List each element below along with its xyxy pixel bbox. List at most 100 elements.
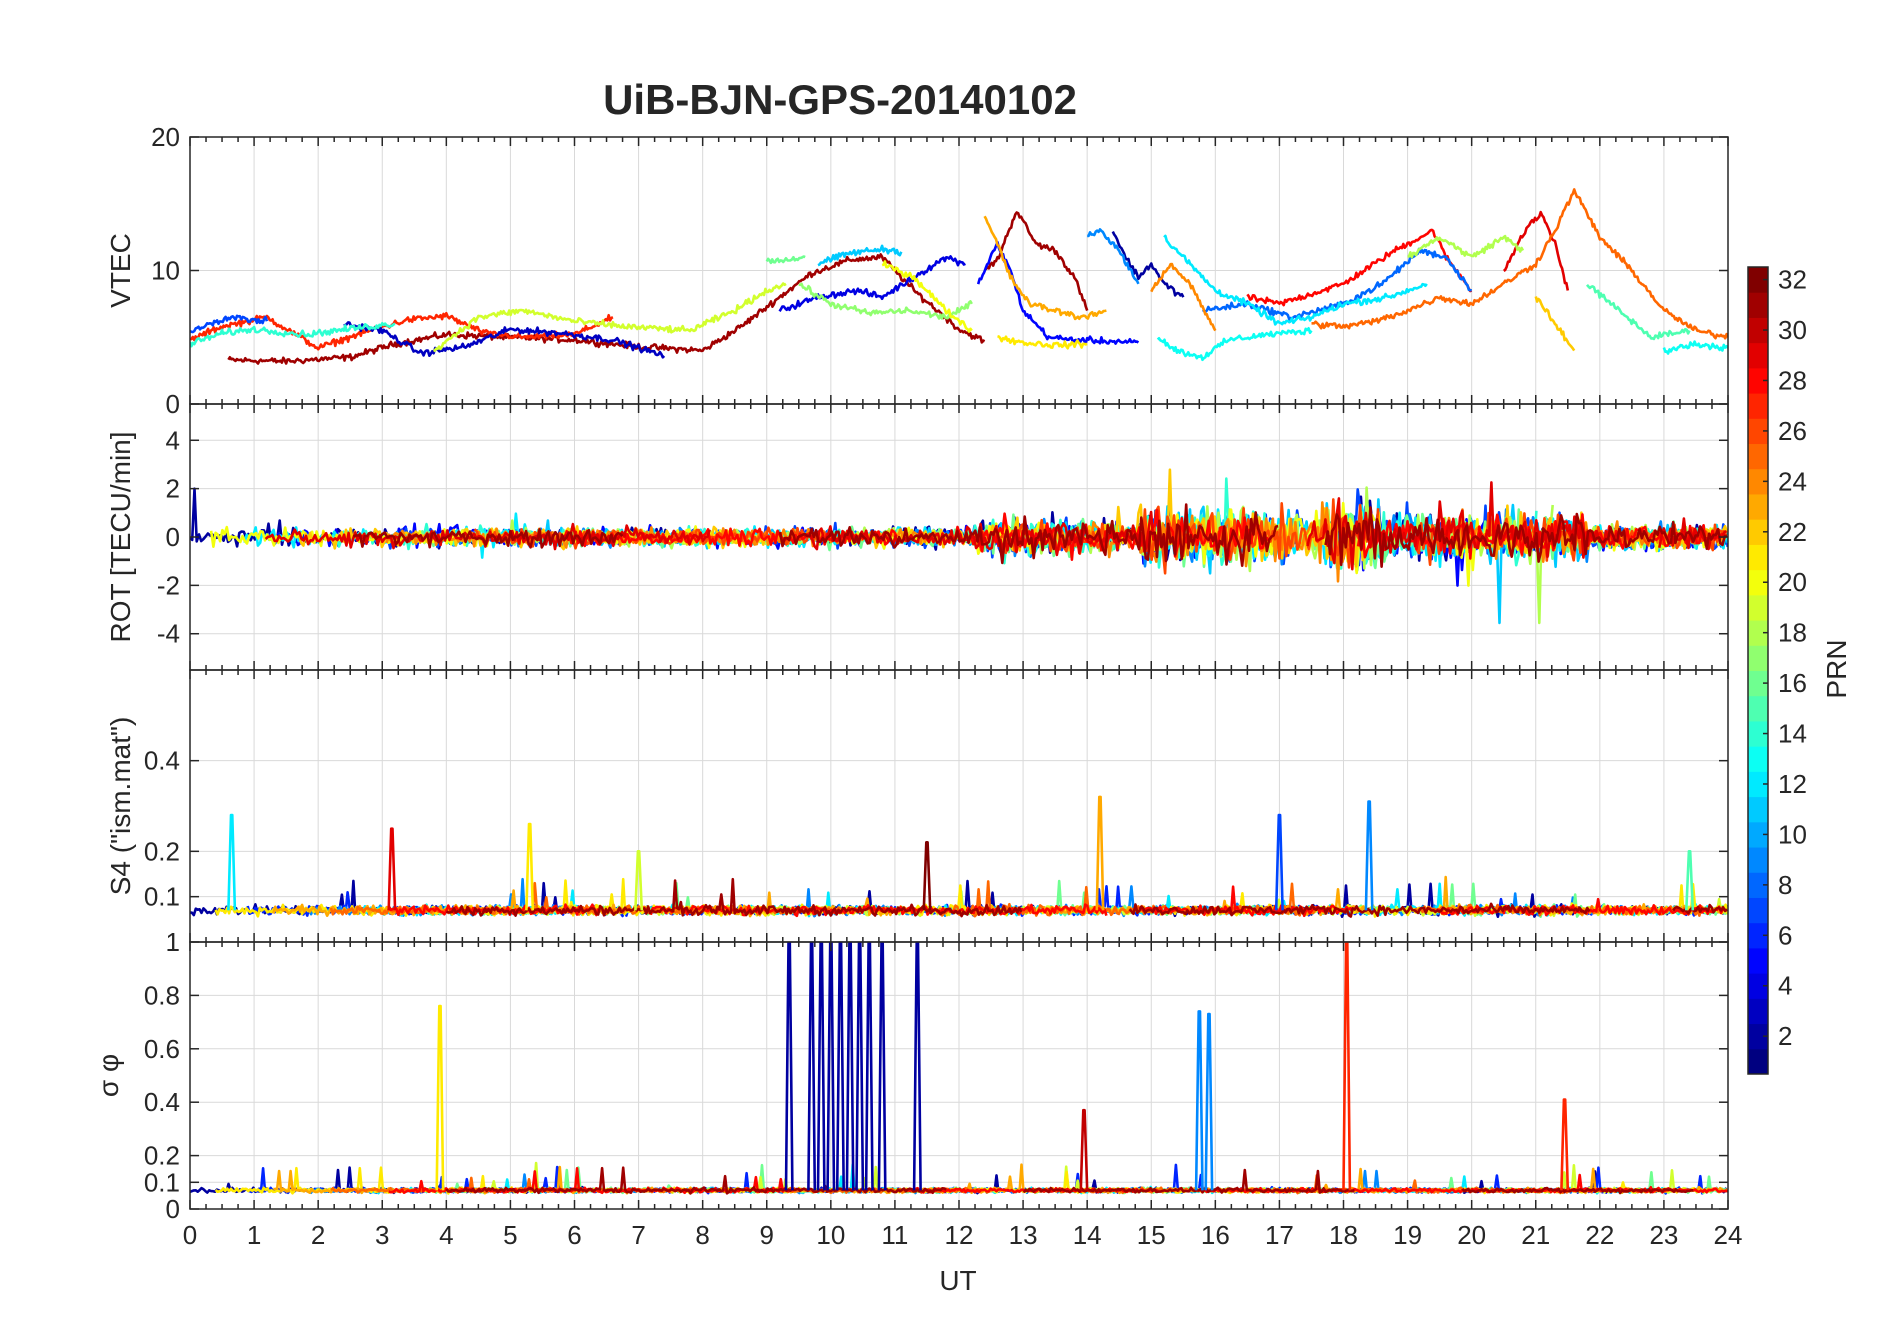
colorbar-swatch xyxy=(1748,796,1768,823)
colorbar-tick-label: 32 xyxy=(1778,265,1807,295)
colorbar-tick-label: 20 xyxy=(1778,567,1807,597)
colorbar-swatch xyxy=(1748,670,1768,697)
colorbar-tick-label: 26 xyxy=(1778,416,1807,446)
panel-1: 0 10 20 VTEC xyxy=(105,122,1729,419)
x-tick-label: 22 xyxy=(1585,1220,1614,1250)
vtec-trace-prn-23 xyxy=(983,215,1107,321)
colorbar-swatch xyxy=(1748,1048,1768,1075)
baseline-trace-prn-31 xyxy=(1461,1186,1694,1195)
vtec-trace-prn-31 xyxy=(984,211,1089,312)
spike-prn-2 xyxy=(855,942,865,1191)
baseline-trace-prn-31 xyxy=(1128,902,1591,918)
y-axis-label: σ φ xyxy=(93,1054,124,1097)
x-axis-label: UT xyxy=(939,1265,976,1296)
colorbar-swatch xyxy=(1748,267,1768,293)
colorbar-swatch xyxy=(1748,771,1768,798)
vtec-trace-prn-24 xyxy=(1150,262,1217,332)
rot-trace-prn-31 xyxy=(352,528,624,549)
colorbar-tick-label: 12 xyxy=(1778,769,1807,799)
panel-4: 00.10.2 0.4 0.6 0.8 1 σ φ xyxy=(93,927,1729,1224)
spike-prn-21 xyxy=(525,822,535,911)
x-tick-label: 23 xyxy=(1649,1220,1678,1250)
y-tick-label: -2 xyxy=(157,570,180,600)
y-tick-label: 0.2 xyxy=(144,1141,180,1171)
colorbar-tick-label: 22 xyxy=(1778,517,1807,547)
colorbar-tick-label: 28 xyxy=(1778,365,1807,395)
colorbar-tick-label: 24 xyxy=(1778,466,1807,496)
rot-trace-prn-18 xyxy=(1035,486,1554,625)
vtec-trace-prn-15 xyxy=(1585,283,1691,341)
x-tick-label: 10 xyxy=(816,1220,845,1250)
y-tick-label: 0.4 xyxy=(144,1087,180,1117)
colorbar-swatch xyxy=(1748,342,1768,369)
spike-prn-23 xyxy=(1095,795,1105,911)
colorbar-tick-label: 30 xyxy=(1778,315,1807,345)
x-tick-label: 21 xyxy=(1521,1220,1550,1250)
vtec-trace-prn-18 xyxy=(1407,234,1525,259)
x-tick-label: 4 xyxy=(439,1220,453,1250)
colorbar-tick-label: 4 xyxy=(1778,971,1792,1001)
colorbar-tick-label: 8 xyxy=(1778,870,1792,900)
y-tick-label: 0.4 xyxy=(144,746,180,776)
spike-prn-2 xyxy=(807,942,817,1191)
spike-prn-9 xyxy=(1204,1012,1214,1191)
spike-prn-12 xyxy=(227,813,237,911)
x-tick-label: 24 xyxy=(1714,1220,1743,1250)
spike-prn-21 xyxy=(435,1004,445,1191)
spike-prn-30 xyxy=(1079,1108,1089,1191)
rot-trace-prn-31 xyxy=(1324,506,1728,568)
colorbar-swatch xyxy=(1748,897,1768,924)
vtec-trace-prn-13 xyxy=(1156,327,1313,362)
colorbar-swatch xyxy=(1748,746,1768,772)
panel-2: -4 -2 0 2 4 ROT [TECU/min] xyxy=(105,403,1729,671)
x-tick-label: 7 xyxy=(631,1220,645,1250)
colorbar-swatch xyxy=(1748,569,1768,596)
colorbar-swatch xyxy=(1748,645,1768,671)
vtec-trace-prn-16 xyxy=(765,255,806,265)
y-tick-label: 1 xyxy=(166,927,180,957)
rot-trace-prn-31 xyxy=(778,503,1279,567)
vtec-trace-prn-28 xyxy=(1246,228,1473,307)
vtec-trace-prn-13 xyxy=(1662,340,1728,355)
colorbar-swatch xyxy=(1748,493,1768,520)
y-axis-label: ROT [TECU/min] xyxy=(105,431,136,642)
spike-prn-2 xyxy=(912,942,922,1191)
grid xyxy=(189,941,1729,1210)
spike-prn-7 xyxy=(1274,813,1284,911)
x-tick-label: 13 xyxy=(1009,1220,1038,1250)
colorbar-swatch xyxy=(1748,519,1768,545)
rot-trace-prn-22 xyxy=(872,468,1387,568)
spike-prn-32 xyxy=(922,841,932,911)
colorbar-swatch xyxy=(1748,544,1768,571)
vtec-trace-prn-25 xyxy=(1311,188,1728,340)
colorbar-swatch xyxy=(1748,695,1768,722)
colorbar-swatch xyxy=(1748,821,1768,848)
x-tick-label: 6 xyxy=(567,1220,581,1250)
grid xyxy=(189,136,1729,405)
spike-prn-2 xyxy=(835,942,845,1191)
traces xyxy=(190,795,1728,918)
vtec-trace-prn-20 xyxy=(881,260,973,333)
x-tick-label: 14 xyxy=(1073,1220,1102,1250)
y-tick-label: 0.6 xyxy=(144,1034,180,1064)
x-tick-label: 8 xyxy=(695,1220,709,1250)
colorbar-swatch xyxy=(1748,872,1768,898)
y-tick-label: 0 xyxy=(166,1194,180,1224)
y-tick-label: 0 xyxy=(166,522,180,552)
colorbar-tick-label: 6 xyxy=(1778,920,1792,950)
colorbar-swatch xyxy=(1748,418,1768,445)
baseline-trace-prn-28 xyxy=(1138,885,1354,918)
spike-prn-2 xyxy=(877,942,887,1191)
chart-title: UiB-BJN-GPS-20140102 xyxy=(603,76,1077,123)
x-tick-label: 17 xyxy=(1265,1220,1294,1250)
x-tick-label: 11 xyxy=(881,1220,908,1250)
vtec-trace-prn-14 xyxy=(190,322,396,348)
vtec-trace-prn-29 xyxy=(1502,210,1570,291)
y-axis-label: VTEC xyxy=(105,233,136,308)
colorbar-swatch xyxy=(1748,620,1768,646)
x-tick-label: 16 xyxy=(1201,1220,1230,1250)
vtec-trace-prn-21 xyxy=(997,334,1088,350)
vtec-trace-prn-12 xyxy=(1163,234,1428,326)
